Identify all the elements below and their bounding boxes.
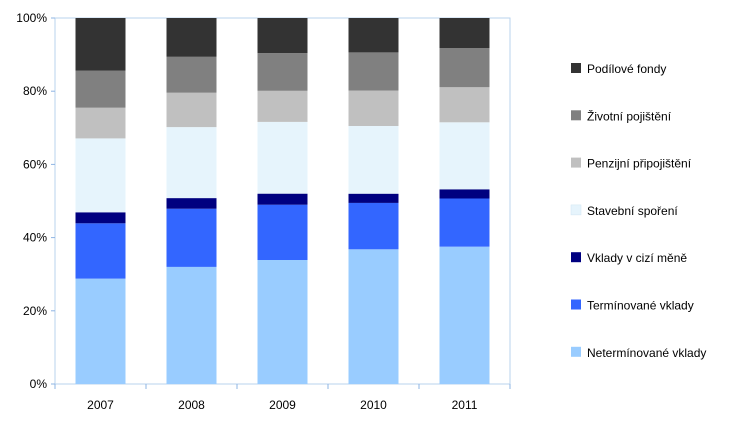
bar-2011-series-1 xyxy=(439,198,490,247)
legend-label: Podílové fondy xyxy=(587,62,666,76)
bar-2010-series-2 xyxy=(348,193,399,203)
x-tick-label: 2010 xyxy=(360,398,387,412)
bar-2011-series-4 xyxy=(439,87,490,123)
bar-2007-series-4 xyxy=(75,107,126,139)
legend-label: Stavební spoření xyxy=(587,204,678,218)
bar-2011-series-0 xyxy=(439,246,490,385)
bar-2008-series-0 xyxy=(166,266,217,384)
y-tick-label: 0% xyxy=(30,377,48,391)
bar-2007-series-3 xyxy=(75,138,126,213)
legend-swatch xyxy=(571,252,581,263)
bar-2009-series-5 xyxy=(257,53,308,91)
bar-2009-series-1 xyxy=(257,204,308,260)
x-tick-label: 2008 xyxy=(178,398,205,412)
x-tick-label: 2007 xyxy=(87,398,114,412)
bar-2009-series-3 xyxy=(257,121,308,194)
legend-swatch xyxy=(570,204,582,216)
bar-2010-series-5 xyxy=(348,52,399,91)
bar-2011-series-6 xyxy=(439,18,490,48)
bar-2008-series-1 xyxy=(166,208,217,267)
legend-swatch xyxy=(571,157,581,168)
x-axis: 2007 2008 2009 2010 2011 xyxy=(54,384,511,412)
y-tick-label: 20% xyxy=(23,304,47,318)
legend-label: Termínované vklady xyxy=(587,299,694,313)
bar-2008-series-4 xyxy=(166,92,217,128)
bar-2010-series-0 xyxy=(348,249,399,384)
bar-2008-series-2 xyxy=(166,198,217,209)
legend-swatch xyxy=(571,63,581,73)
bar-2007-series-5 xyxy=(75,70,126,108)
legend-label: Vklady v cizí měně xyxy=(587,251,687,265)
legend-swatch xyxy=(571,110,581,121)
bar-2007-series-2 xyxy=(75,212,126,224)
legend-swatch xyxy=(571,299,581,310)
bar-2010-series-6 xyxy=(348,18,399,53)
y-tick-label: 100% xyxy=(16,11,47,25)
legend-label: Netermínované vklady xyxy=(587,346,706,360)
bar-2010-series-3 xyxy=(348,126,399,194)
bar-2007-series-0 xyxy=(75,278,126,384)
bar-2008-series-6 xyxy=(166,18,217,57)
bars-group xyxy=(75,18,490,385)
bar-2010-series-4 xyxy=(348,90,399,126)
bar-2008-series-5 xyxy=(166,56,217,93)
x-tick-label: 2009 xyxy=(269,398,296,412)
bar-2011-series-2 xyxy=(439,189,490,199)
bar-2009-series-2 xyxy=(257,193,308,205)
y-axis: 0% 20% 40% 60% 80% 100% xyxy=(16,11,55,391)
bar-2007-series-6 xyxy=(75,18,126,71)
bar-2010-series-1 xyxy=(348,202,399,250)
legend-swatch xyxy=(571,346,581,357)
y-tick-label: 60% xyxy=(23,157,47,171)
y-tick-label: 40% xyxy=(23,231,47,245)
bar-2009-series-4 xyxy=(257,90,308,122)
bar-2007-series-1 xyxy=(75,223,126,279)
bar-2011-series-3 xyxy=(439,122,490,190)
legend-label: Penzijní připojištění xyxy=(587,157,692,171)
x-tick-label: 2011 xyxy=(452,398,478,412)
legend: Podílové fondy Životní pojištění Penzijní … xyxy=(570,62,706,360)
bar-2009-series-0 xyxy=(257,259,308,384)
legend-label: Životní pojištění xyxy=(587,108,672,123)
bar-2008-series-3 xyxy=(166,127,217,199)
bar-2011-series-5 xyxy=(439,48,490,88)
y-tick-label: 80% xyxy=(23,84,47,98)
bar-2009-series-6 xyxy=(257,18,308,54)
